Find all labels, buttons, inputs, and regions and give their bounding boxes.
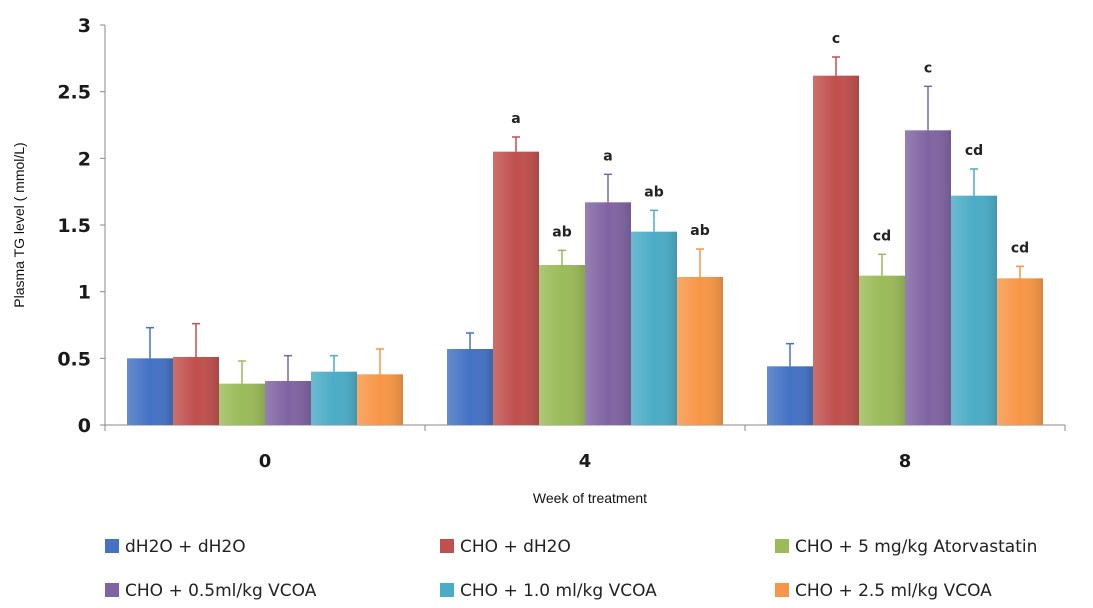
legend-swatch	[440, 583, 454, 597]
bar-shading	[677, 277, 723, 425]
significance-label: cd	[873, 228, 891, 244]
significance-label: a	[603, 148, 612, 164]
bar-shading	[447, 349, 493, 425]
legend-label: dH2O + dH2O	[125, 537, 246, 557]
legend-swatch	[105, 583, 119, 597]
bar-shading	[539, 265, 585, 425]
significance-labels-group: a c ab cd a c ab cd ab cd	[511, 31, 1029, 256]
bars-group	[127, 75, 1043, 426]
y-tick-label: 0.5	[57, 348, 91, 370]
bar-shading	[951, 195, 997, 425]
x-axis-title: Week of treatment	[533, 490, 647, 506]
plot-area: 0 0.5 1 1.5 2 2.5 3 0 4 8 a c ab cd a c ab cd ab cd	[57, 15, 1066, 472]
bar-shading	[859, 275, 905, 425]
legend-swatch	[775, 539, 789, 553]
legend-label: CHO + 0.5ml/kg VCOA	[125, 581, 317, 601]
bar-shading	[311, 371, 357, 425]
significance-label: c	[924, 60, 932, 76]
legend-swatch	[440, 539, 454, 553]
significance-label: a	[511, 111, 520, 127]
bar-shading	[219, 383, 265, 425]
bar-shading	[173, 357, 219, 425]
significance-label: cd	[965, 143, 983, 159]
y-tick-label: 2	[78, 148, 91, 170]
x-axis-ticks: 0 4 8	[104, 425, 1066, 472]
x-tick-label: 8	[899, 451, 912, 472]
legend-label: CHO + dH2O	[460, 537, 571, 557]
bar-shading	[813, 75, 859, 426]
bar-shading	[127, 358, 173, 425]
legend-label: CHO + 1.0 ml/kg VCOA	[460, 581, 657, 601]
bar-shading	[631, 231, 677, 425]
y-axis-title: Plasma TG level ( mmol/L)	[11, 142, 27, 307]
legend: dH2O + dH2O CHO + dH2O CHO + 5 mg/kg Atorv…	[105, 537, 1037, 601]
y-tick-label: 3	[78, 15, 91, 37]
bar-shading	[997, 278, 1043, 425]
y-tick-label: 1	[78, 282, 91, 304]
bar-shading	[905, 130, 951, 426]
bar-shading	[585, 202, 631, 425]
significance-label: cd	[1011, 240, 1029, 256]
significance-label: c	[832, 31, 840, 47]
significance-label: ab	[690, 223, 709, 239]
bar-shading	[767, 366, 813, 425]
x-tick-label: 4	[579, 451, 592, 472]
y-tick-label: 0	[78, 415, 91, 437]
y-axis-ticks: 0 0.5 1 1.5 2 2.5 3	[57, 15, 105, 437]
y-tick-label: 2.5	[57, 82, 91, 104]
error-bars-group	[146, 56, 1024, 384]
y-tick-label: 1.5	[57, 215, 91, 237]
legend-swatch	[105, 539, 119, 553]
bar-shading	[493, 151, 539, 425]
x-tick-label: 0	[259, 451, 272, 472]
bar-shading	[265, 381, 311, 425]
legend-swatch	[775, 583, 789, 597]
significance-label: ab	[552, 224, 571, 240]
legend-label: CHO + 2.5 ml/kg VCOA	[795, 581, 992, 601]
bar-shading	[357, 374, 403, 425]
legend-label: CHO + 5 mg/kg Atorvastatin	[795, 537, 1037, 557]
significance-label: ab	[644, 184, 663, 200]
